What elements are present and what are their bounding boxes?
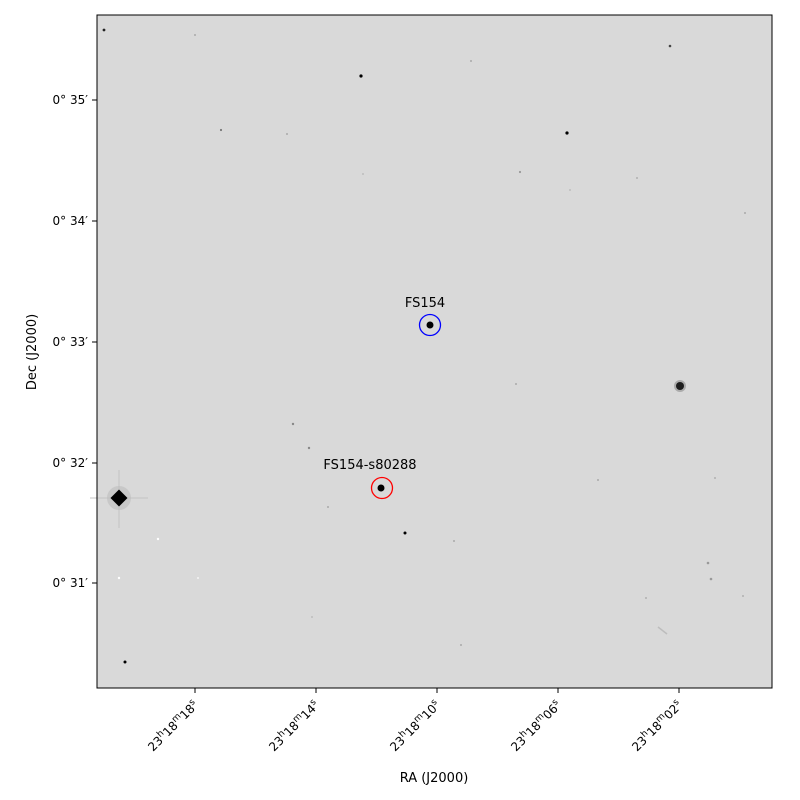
dec-axis-ticks [92,99,97,584]
star [565,131,569,135]
star [515,383,517,385]
target-label-fs154: FS154 [405,296,445,311]
bright-pixel [117,576,121,580]
ra-tick-label: 23h18m14s [266,697,323,754]
star [102,28,106,32]
ra-tick-label: 23h18m02s [629,697,686,754]
star [597,479,599,481]
star [668,44,672,48]
bright-star [90,470,148,528]
star [453,540,455,542]
dec-tick-label: 0° 33′ [53,335,89,349]
plot-frame [96,14,773,689]
star [676,382,684,390]
star [359,74,363,78]
star [518,170,522,174]
star [291,422,295,426]
star [636,177,638,179]
star [377,484,385,492]
dec-tick-label: 0° 32′ [53,456,89,470]
dec-tick-label: 0° 31′ [53,576,89,590]
ra-axis-ticks [194,688,680,693]
star [307,446,311,450]
bright-pixel [156,537,160,541]
star [219,128,223,132]
bright-pixel [197,577,199,579]
star [194,34,196,36]
star [311,616,313,618]
star [123,660,127,664]
star [286,133,288,135]
y-axis-label: Dec (J2000) [25,314,40,390]
star [426,321,434,329]
star [714,477,716,479]
target-label-comparison: FS154-s80288 [323,458,416,473]
sky-image [97,15,772,688]
ra-tick-label: 23h18m06s [508,697,565,754]
star [744,212,746,214]
target-marker-comparison [370,476,394,500]
star [460,644,462,646]
x-axis-label: RA (J2000) [400,771,469,786]
star [709,577,713,581]
ra-tick-label: 23h18m18s [145,697,202,754]
dec-tick-label: 0° 34′ [53,214,89,228]
star [706,561,710,565]
star [742,595,744,597]
image-artifact [657,626,668,635]
star [470,60,472,62]
dec-tick-label: 0° 35′ [53,93,89,107]
target-marker-fs154 [418,313,442,337]
star [403,531,407,535]
star [327,506,329,508]
ra-tick-label: 23h18m10s [387,697,444,754]
star [645,597,647,599]
star [362,173,364,175]
star [569,189,571,191]
star-field [90,28,746,664]
